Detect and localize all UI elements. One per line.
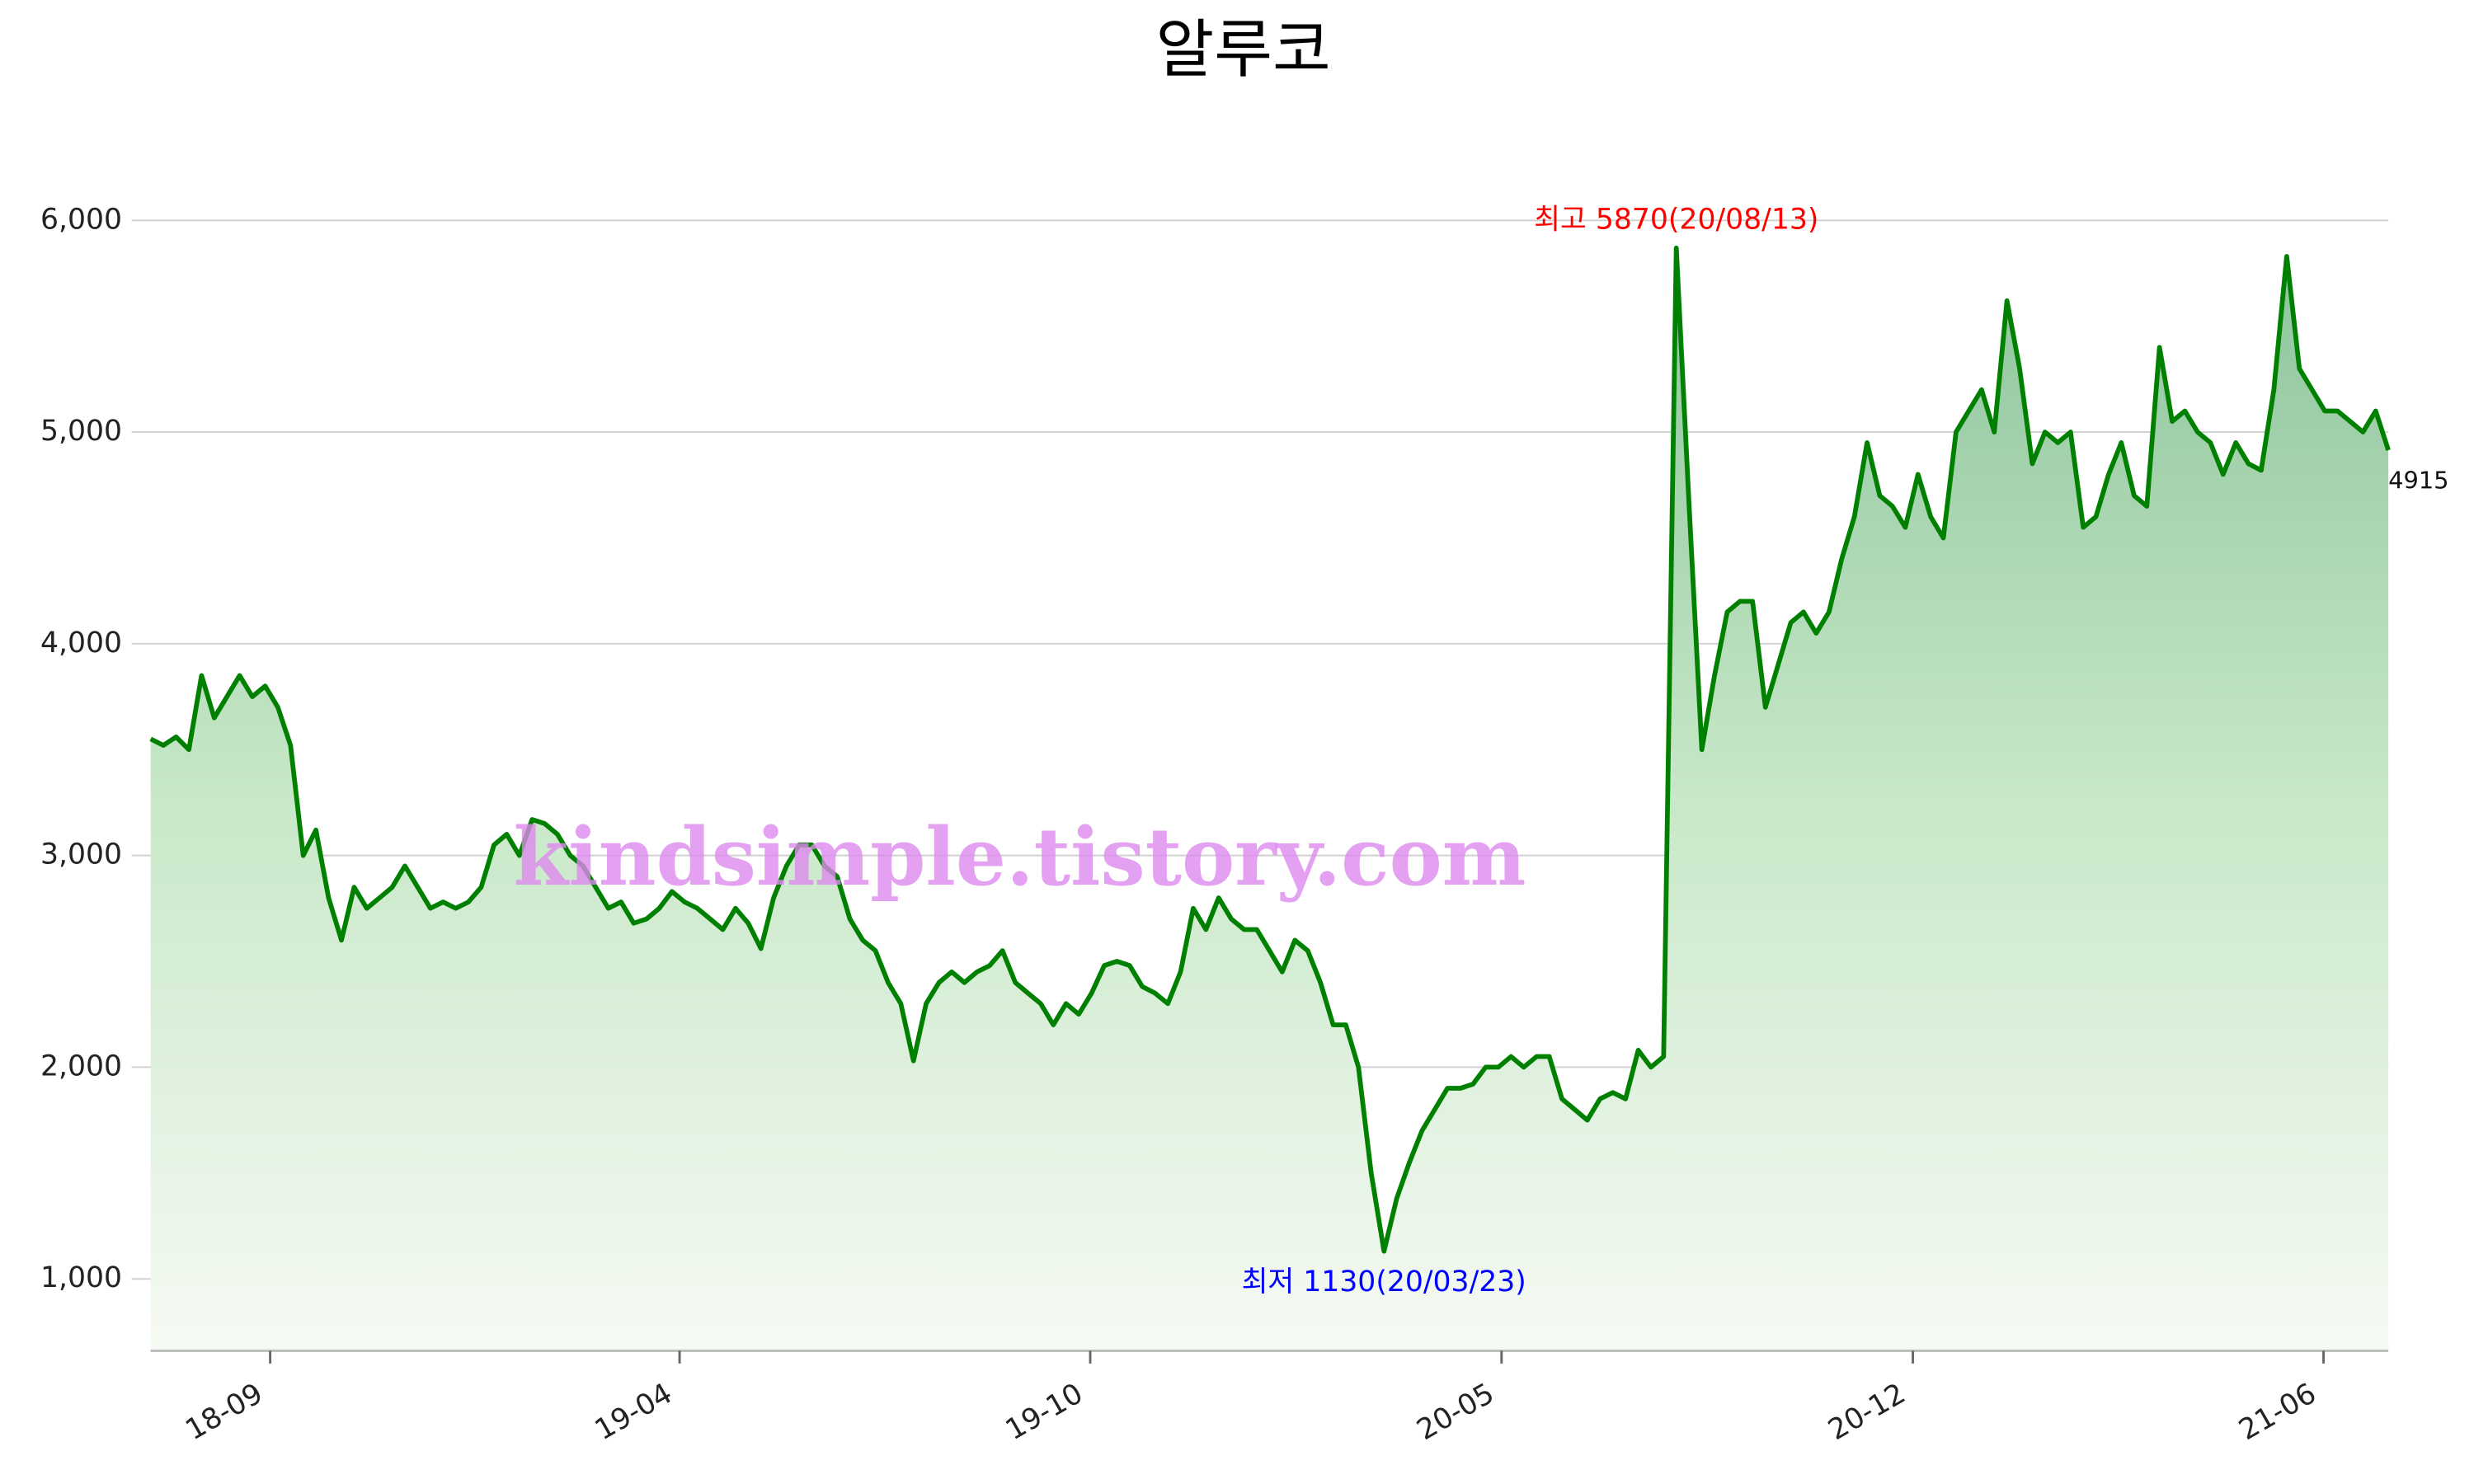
x-tick-label: 20-05	[1412, 1377, 1500, 1447]
y-tick-label: 2,000	[40, 1050, 122, 1082]
x-tick-label: 19-10	[1000, 1377, 1089, 1447]
y-tick-label: 4,000	[40, 627, 122, 660]
x-tick-label: 18-09	[180, 1377, 268, 1447]
y-tick-label: 6,000	[40, 203, 122, 236]
y-tick-label: 5,000	[40, 415, 122, 448]
chart-title: 알루코	[1156, 13, 1331, 87]
area	[150, 247, 2389, 1351]
min-annotation: 최저 1130(20/03/23)	[1242, 1266, 1526, 1298]
max-annotation: 최고 5870(20/08/13)	[1534, 203, 1818, 236]
price-line	[149, 245, 2391, 1254]
y-tick-label: 1,000	[40, 1261, 122, 1294]
x-tick-label: 20-12	[1823, 1377, 1911, 1447]
watermark: kindsimple.tistory.com	[514, 810, 1526, 904]
x-tick-label: 21-06	[2233, 1377, 2321, 1447]
y-tick-label: 3,000	[40, 838, 122, 871]
x-tick-label: 19-04	[590, 1377, 678, 1447]
last-value-label: 4915	[2388, 466, 2448, 494]
